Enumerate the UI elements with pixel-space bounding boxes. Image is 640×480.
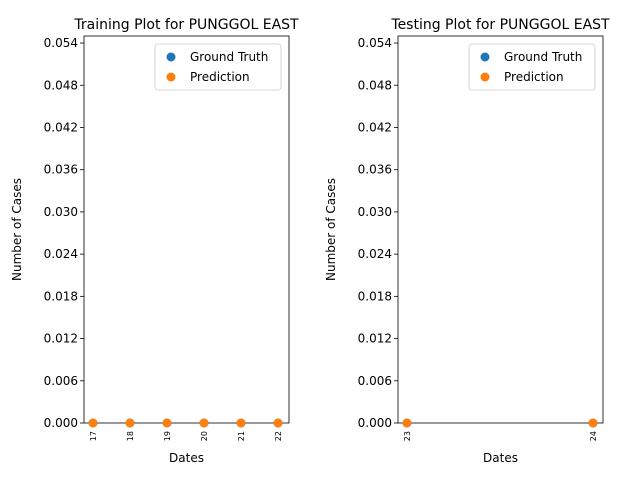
point-prediction bbox=[273, 418, 283, 428]
y-tick-label: 0.030 bbox=[358, 205, 392, 219]
y-tick-label: 0.000 bbox=[358, 416, 392, 430]
x-tick-label: 20 bbox=[200, 431, 209, 441]
y-axis-label-1: Number of Cases bbox=[10, 178, 24, 281]
legend-2 bbox=[468, 43, 596, 91]
y-tick-label: 0.018 bbox=[358, 289, 392, 303]
y-tick-label: 0.018 bbox=[44, 289, 78, 303]
chart-title-1: Training Plot for PUNGGOL EAST bbox=[73, 17, 299, 33]
point-prediction bbox=[588, 418, 598, 428]
y-tick-label: 0.048 bbox=[358, 78, 392, 92]
y-tick-label: 0.012 bbox=[44, 332, 78, 346]
x-tick-label: 21 bbox=[237, 431, 246, 441]
y-tick-label: 0.042 bbox=[358, 120, 392, 134]
point-prediction bbox=[199, 418, 209, 428]
x-tick-label: 18 bbox=[126, 431, 135, 441]
x-axis-label-1: Dates bbox=[169, 451, 204, 465]
point-prediction bbox=[125, 418, 135, 428]
y-tick-label: 0.042 bbox=[44, 120, 78, 134]
y-tick-label: 0.012 bbox=[358, 332, 392, 346]
y-tick-label: 0.054 bbox=[44, 36, 78, 50]
y-tick-label: 0.006 bbox=[44, 374, 78, 388]
y-tick-label: 0.024 bbox=[44, 247, 78, 261]
point-prediction bbox=[162, 418, 172, 428]
plot-area-1 bbox=[83, 35, 290, 424]
legend-1 bbox=[154, 43, 282, 91]
y-axis-label-2: Number of Cases bbox=[324, 178, 338, 281]
x-tick-label: 22 bbox=[274, 431, 283, 441]
y-tick-label: 0.030 bbox=[44, 205, 78, 219]
x-tick-label: 17 bbox=[89, 431, 98, 441]
legend-label-ground-truth: Ground Truth bbox=[190, 50, 268, 64]
point-prediction bbox=[402, 418, 412, 428]
y-tick-label: 0.054 bbox=[358, 36, 392, 50]
legend-marker-prediction bbox=[480, 72, 490, 82]
point-prediction bbox=[88, 418, 98, 428]
legend-marker-ground-truth bbox=[166, 52, 176, 62]
x-tick-label: 24 bbox=[589, 431, 598, 441]
x-tick-label: 19 bbox=[163, 431, 172, 441]
y-tick-label: 0.006 bbox=[358, 374, 392, 388]
y-tick-label: 0.036 bbox=[44, 163, 78, 177]
y-tick-label: 0.036 bbox=[358, 163, 392, 177]
legend-marker-prediction bbox=[166, 72, 176, 82]
chart-title-2: Testing Plot for PUNGGOL EAST bbox=[390, 17, 610, 33]
legend-label-prediction: Prediction bbox=[190, 70, 250, 84]
legend-label-ground-truth: Ground Truth bbox=[504, 50, 582, 64]
point-prediction bbox=[236, 418, 246, 428]
legend-label-prediction: Prediction bbox=[504, 70, 564, 84]
plot-area-2 bbox=[397, 35, 604, 424]
y-tick-label: 0.048 bbox=[44, 78, 78, 92]
x-axis-label-2: Dates bbox=[483, 451, 518, 465]
y-tick-label: 0.000 bbox=[44, 416, 78, 430]
legend-marker-ground-truth bbox=[480, 52, 490, 62]
x-tick-label: 23 bbox=[403, 431, 412, 441]
y-tick-label: 0.024 bbox=[358, 247, 392, 261]
